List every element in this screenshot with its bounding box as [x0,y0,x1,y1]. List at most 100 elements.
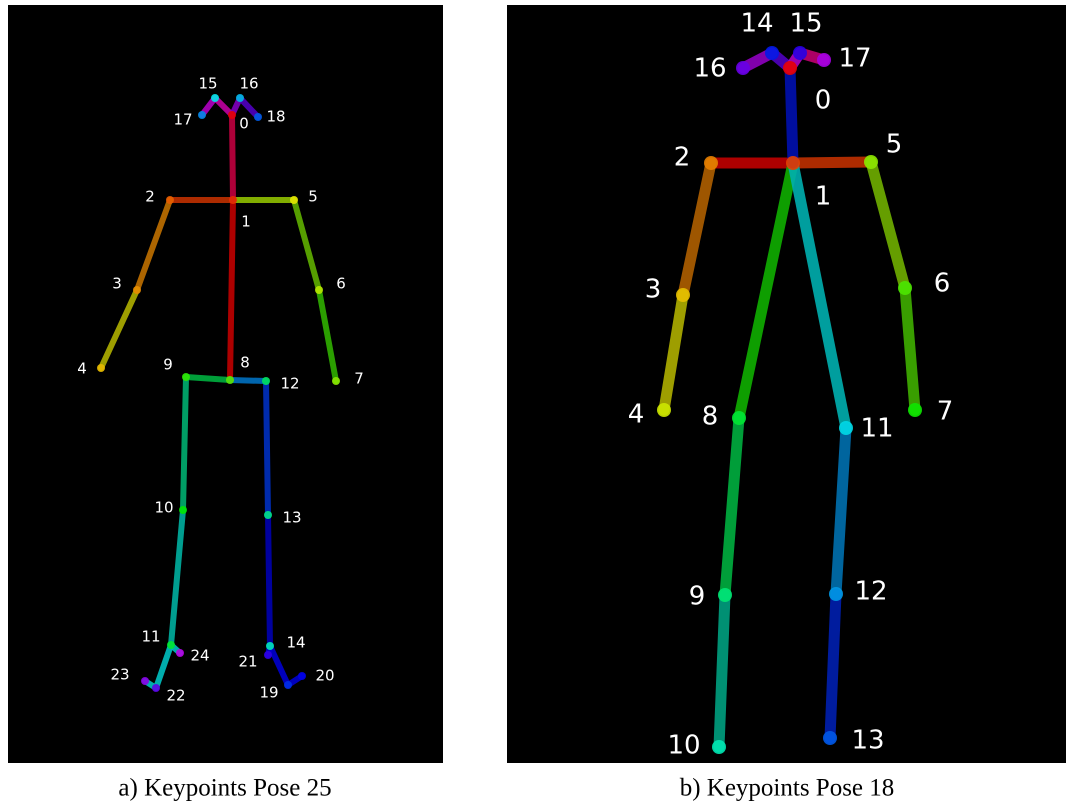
keypoint-label: 8 [240,354,250,372]
keypoint-label: 6 [336,275,346,293]
keypoint-label: 9 [163,356,173,374]
keypoint [332,377,340,385]
keypoint-label: 10 [154,499,173,517]
keypoint-label: 0 [815,86,832,116]
keypoint-label: 16 [239,75,258,93]
keypoint [786,156,800,170]
keypoint [898,281,912,295]
keypoint-label: 22 [166,687,185,705]
limb [793,162,871,163]
keypoint [718,588,732,602]
keypoint-label: 1 [815,182,832,212]
keypoint-label: 16 [693,54,726,84]
keypoint [765,46,779,60]
keypoint-label: 10 [667,731,700,761]
keypoint-label: 3 [645,275,662,305]
keypoint [315,286,323,294]
limb [186,377,230,380]
keypoint [266,642,274,650]
keypoint-label: 5 [308,188,318,206]
keypoint [167,641,175,649]
keypoint [262,377,270,385]
limb [232,115,233,200]
limb [183,377,186,510]
keypoint [298,672,306,680]
keypoint [176,649,184,657]
limb [268,515,270,646]
keypoint-label: 24 [190,647,209,665]
keypoint-label: 4 [628,400,645,430]
keypoint [133,286,141,294]
keypoint-label: 17 [173,111,192,129]
keypoint [817,53,831,67]
keypoint [839,421,853,435]
keypoint [264,651,272,659]
limb [830,594,836,738]
keypoint [254,113,262,121]
keypoint-label: 12 [280,375,299,393]
keypoint [141,677,149,685]
keypoint [783,61,797,75]
keypoint-label: 14 [286,634,305,652]
keypoint-label: 5 [886,130,903,160]
keypoint-label: 18 [266,108,285,126]
keypoint [198,111,206,119]
keypoint [704,156,718,170]
limb [790,68,793,163]
panel-a-background [8,5,443,763]
keypoint [226,376,234,384]
limb [266,381,268,515]
keypoint-label: 6 [934,269,951,299]
keypoint [228,111,236,119]
keypoint [166,196,174,204]
keypoint [179,506,187,514]
keypoint [712,740,726,754]
keypoint-label: 4 [77,360,87,378]
keypoint [657,403,671,417]
keypoint-label: 15 [198,75,217,93]
keypoint-label: 3 [112,275,122,293]
keypoint-label: 21 [238,653,257,671]
keypoint [676,288,690,302]
keypoint-label: 2 [674,143,691,173]
keypoint [864,155,878,169]
keypoint-label: 19 [259,684,278,702]
keypoint-label: 12 [854,577,887,607]
keypoint [736,61,750,75]
keypoint-label: 13 [282,509,301,527]
keypoint [182,373,190,381]
keypoint-label: 11 [860,414,893,444]
keypoint [152,684,160,692]
keypoint [732,411,746,425]
limb [230,380,266,381]
keypoint-label: 1 [241,213,251,231]
keypoint-label: 13 [851,726,884,756]
keypoint-label: 9 [689,582,706,612]
figure: a) Keypoints Pose 25 b) Keypoints Pose 1… [0,0,1075,809]
keypoint [211,94,219,102]
keypoint-label: 8 [702,402,719,432]
limb [719,595,725,747]
keypoint-label: 2 [145,188,155,206]
keypoint-label: 7 [937,397,954,427]
keypoint [290,196,298,204]
keypoint [829,587,843,601]
keypoint-label: 17 [838,44,871,74]
keypoint-label: 11 [141,628,160,646]
keypoint-label: 0 [239,115,249,133]
keypoint [229,196,237,204]
keypoint [793,46,807,60]
keypoint [236,94,244,102]
keypoint [264,511,272,519]
limb [230,200,233,380]
keypoint [284,681,292,689]
keypoint-label: 14 [740,9,773,39]
keypoint [823,731,837,745]
caption: b) Keypoints Pose 18 [680,775,895,802]
keypoint-label: 15 [789,9,822,39]
keypoint [97,364,105,372]
keypoint-label: 23 [110,666,129,684]
keypoint-label: 7 [354,370,364,388]
keypoint [908,403,922,417]
caption: a) Keypoints Pose 25 [118,775,331,802]
